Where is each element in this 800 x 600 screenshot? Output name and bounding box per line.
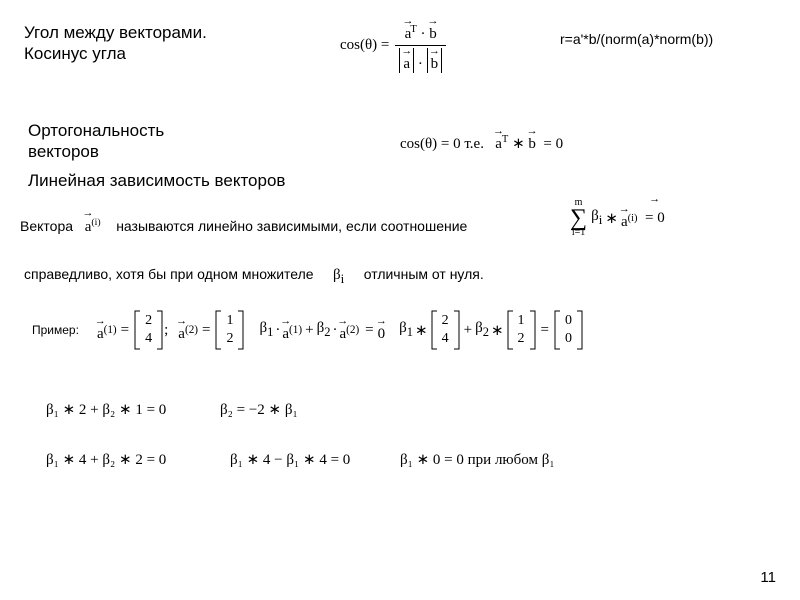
formula-orthogonality: cos(θ) = 0 т.е. →aT ∗ →b = 0 <box>400 128 563 153</box>
ex-zero-vec: 0 <box>378 326 386 342</box>
orth-lhs: cos(θ) = 0 т.е. <box>400 136 484 152</box>
ex-star2: ∗ <box>489 321 506 340</box>
matrix-a1: 24 <box>133 310 164 350</box>
ex-a2b-sup: (2) <box>346 324 359 336</box>
num-sup: T <box>410 24 416 35</box>
eqline-1b: β₂ = −2 ∗ β₁ <box>220 400 298 419</box>
sum-bot: i=1 <box>570 228 587 238</box>
formula-cos-angle: cos(θ) = →aT · →b →a · →b <box>340 18 446 73</box>
eqline-2b: β₁ ∗ 4 − β₁ ∗ 4 = 0 <box>230 450 350 469</box>
matrix-a2: 12 <box>214 310 245 350</box>
den-dot: · <box>418 56 423 72</box>
lindep-vec-sup: (i) <box>91 217 100 228</box>
lindep-condition: справедливо, хотя бы при одном множителе… <box>24 265 484 288</box>
sprav-beta: β <box>333 267 341 283</box>
eq2a-text: β₁ ∗ 4 + β₂ ∗ 2 = 0 <box>46 452 166 468</box>
matrix-r1: 24 <box>430 310 461 350</box>
lindep-post: называются линейно зависимыми, если соот… <box>116 218 467 234</box>
a1-v0: 2 <box>145 312 152 330</box>
example-label: Пример: <box>32 323 79 337</box>
num-b: b <box>429 26 437 42</box>
ex-plus1: + <box>302 322 316 339</box>
ex-b2c: β <box>475 320 483 336</box>
ex-star1: ∗ <box>413 321 430 340</box>
ex-a1b-sup: (1) <box>289 324 302 336</box>
cos-lhs: cos(θ) = <box>340 37 389 54</box>
z-v0: 0 <box>565 312 572 330</box>
sum-beta-i: i <box>599 212 603 227</box>
sprav-post: отличным от нуля. <box>364 266 484 282</box>
eqline-2a: β₁ ∗ 4 + β₂ ∗ 2 = 0 <box>46 450 166 469</box>
ex-plus2: + <box>461 322 475 339</box>
sum-star: ∗ <box>605 209 618 228</box>
formula-sum: m ∑ i=1 βi ∗ →a(i) = 0 → <box>570 198 657 238</box>
eqline-2c: β₁ ∗ 0 = 0 при любом β₁ <box>400 450 555 469</box>
sum-vec-sup: (i) <box>628 213 638 224</box>
den-b: b <box>431 56 439 72</box>
cos-fraction: →aT · →b →a · →b <box>395 18 446 73</box>
section-title-orthogonality: Ортогональность векторов <box>28 120 238 163</box>
eq1a-text: β₁ ∗ 2 + β₂ ∗ 1 = 0 <box>46 402 166 418</box>
sprav-i: i <box>341 271 345 286</box>
ex-a2-sup: (2) <box>185 324 198 336</box>
section-title-angle: Угол между векторами. Косинус угла <box>24 22 207 65</box>
orth-sup: T <box>502 134 508 145</box>
ex-eq2: = <box>198 322 214 339</box>
a2-v1: 2 <box>226 330 233 348</box>
sprav-pre: справедливо, хотя бы при одном множителе <box>24 266 314 282</box>
orth-zero: = 0 <box>543 136 563 152</box>
title-angle-line2: Косинус угла <box>24 44 126 63</box>
ex-a2-sym: a <box>178 326 185 342</box>
orth-star: ∗ <box>512 136 528 152</box>
a2-v0: 1 <box>226 312 233 330</box>
page-number: 11 <box>760 569 776 586</box>
r1-v1: 4 <box>442 330 449 348</box>
example-row: Пример: →a(1) = 24 ; →a(2) = 12 β1 · →a(… <box>32 310 584 350</box>
title-angle-line1: Угол между векторами. <box>24 23 207 42</box>
title-lindep: Линейная зависимость векторов <box>28 171 285 190</box>
matrix-r2: 12 <box>506 310 537 350</box>
orth-b: b <box>528 136 536 152</box>
ex-b1c: β <box>399 320 407 336</box>
ex-a2b-sym: a <box>339 326 346 342</box>
page-number-text: 11 <box>760 569 776 586</box>
title-orth: Ортогональность векторов <box>28 121 164 161</box>
r1-v0: 2 <box>442 312 449 330</box>
code-norm-formula: r=a'*b/(norm(a)*norm(b)) <box>560 30 770 48</box>
eqline-1a: β₁ ∗ 2 + β₂ ∗ 1 = 0 <box>46 400 166 419</box>
lindep-pre: Вектора <box>20 218 73 234</box>
ex-eq1: = <box>117 322 133 339</box>
ex-a1b-sym: a <box>282 326 289 342</box>
num-dot: · <box>421 26 426 42</box>
ex-a1-sup: (1) <box>104 324 117 336</box>
lindep-sentence: Вектора →a(i) называются линейно зависим… <box>20 210 467 238</box>
orth-a: a <box>495 136 502 152</box>
eq2b-text: β₁ ∗ 4 − β₁ ∗ 4 = 0 <box>230 452 350 468</box>
ex-a1-sym: a <box>97 326 104 342</box>
sum-vec-a: a <box>621 214 628 230</box>
r2-v0: 1 <box>518 312 525 330</box>
ex-eq3: = <box>365 322 373 339</box>
code-r-text: r=a'*b/(norm(a)*norm(b)) <box>560 31 713 47</box>
r2-v1: 2 <box>518 330 525 348</box>
section-title-linear-dep: Линейная зависимость векторов <box>28 170 285 191</box>
a1-v1: 4 <box>145 330 152 348</box>
ex-semicolon: ; <box>164 322 168 339</box>
ex-eq4: = <box>537 322 553 339</box>
matrix-zero: 00 <box>553 310 584 350</box>
eq1b-text: β₂ = −2 ∗ β₁ <box>220 402 298 418</box>
ex-b1: β <box>259 320 267 336</box>
den-a: a <box>403 56 410 72</box>
sum-beta: β <box>591 208 599 224</box>
z-v1: 0 <box>565 330 572 348</box>
eq2c-text: β₁ ∗ 0 = 0 при любом β₁ <box>400 452 555 468</box>
sum-sigma: m ∑ i=1 <box>570 198 587 238</box>
